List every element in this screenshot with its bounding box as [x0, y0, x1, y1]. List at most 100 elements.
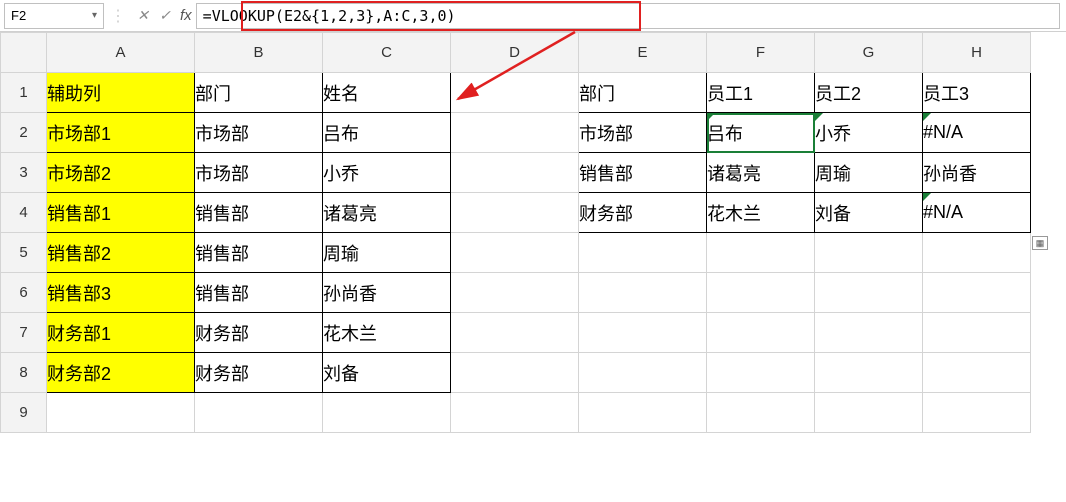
- row-header-8[interactable]: 8: [1, 353, 47, 393]
- cell-D7[interactable]: [451, 313, 579, 353]
- cell-H5[interactable]: [923, 233, 1031, 273]
- cell-E3[interactable]: 销售部: [579, 153, 707, 193]
- cell-H3[interactable]: 孙尚香: [923, 153, 1031, 193]
- cell-C2[interactable]: 吕布: [323, 113, 451, 153]
- formula-input[interactable]: =VLOOKUP(E2&{1,2,3},A:C,3,0): [196, 3, 1060, 29]
- row-header-1[interactable]: 1: [1, 73, 47, 113]
- cell-G8[interactable]: [815, 353, 923, 393]
- row-header-4[interactable]: 4: [1, 193, 47, 233]
- column-header-E[interactable]: E: [579, 33, 707, 73]
- cell-B4[interactable]: 销售部: [195, 193, 323, 233]
- formula-text: =VLOOKUP(E2&{1,2,3},A:C,3,0): [203, 7, 456, 25]
- cell-H4[interactable]: #N/A▦: [923, 193, 1031, 233]
- cell-H7[interactable]: [923, 313, 1031, 353]
- column-header-D[interactable]: D: [451, 33, 579, 73]
- cell-H6[interactable]: [923, 273, 1031, 313]
- cell-E2[interactable]: 市场部: [579, 113, 707, 153]
- cell-G4[interactable]: 刘备: [815, 193, 923, 233]
- cell-B9[interactable]: [195, 393, 323, 433]
- cell-B2[interactable]: 市场部: [195, 113, 323, 153]
- cell-F8[interactable]: [707, 353, 815, 393]
- cell-G3[interactable]: 周瑜: [815, 153, 923, 193]
- cell-F3[interactable]: 诸葛亮: [707, 153, 815, 193]
- cell-E6[interactable]: [579, 273, 707, 313]
- cell-G6[interactable]: [815, 273, 923, 313]
- cell-F6[interactable]: [707, 273, 815, 313]
- cell-A8[interactable]: 财务部2: [47, 353, 195, 393]
- row-header-7[interactable]: 7: [1, 313, 47, 353]
- confirm-formula-icon[interactable]: ✓: [154, 4, 176, 28]
- cell-C3[interactable]: 小乔: [323, 153, 451, 193]
- cell-F2[interactable]: 吕布: [707, 113, 815, 153]
- row-header-5[interactable]: 5: [1, 233, 47, 273]
- cell-B6[interactable]: 销售部: [195, 273, 323, 313]
- formula-bar: F2 ▾ ⋮ ✕ ✓ fx =VLOOKUP(E2&{1,2,3},A:C,3,…: [0, 0, 1066, 32]
- cell-E1[interactable]: 部门: [579, 73, 707, 113]
- cell-C9[interactable]: [323, 393, 451, 433]
- cell-G7[interactable]: [815, 313, 923, 353]
- cell-D3[interactable]: [451, 153, 579, 193]
- name-box[interactable]: F2 ▾: [4, 3, 104, 29]
- cell-H2[interactable]: #N/A: [923, 113, 1031, 153]
- cell-A3[interactable]: 市场部2: [47, 153, 195, 193]
- row-header-3[interactable]: 3: [1, 153, 47, 193]
- cell-D2[interactable]: [451, 113, 579, 153]
- cell-A6[interactable]: 销售部3: [47, 273, 195, 313]
- cell-B5[interactable]: 销售部: [195, 233, 323, 273]
- cell-D9[interactable]: [451, 393, 579, 433]
- cell-A7[interactable]: 财务部1: [47, 313, 195, 353]
- cell-F5[interactable]: [707, 233, 815, 273]
- cell-F9[interactable]: [707, 393, 815, 433]
- cell-B1[interactable]: 部门: [195, 73, 323, 113]
- cancel-formula-icon[interactable]: ✕: [132, 4, 154, 28]
- cell-F4[interactable]: 花木兰: [707, 193, 815, 233]
- cell-B8[interactable]: 财务部: [195, 353, 323, 393]
- cell-D6[interactable]: [451, 273, 579, 313]
- cell-G2[interactable]: 小乔: [815, 113, 923, 153]
- row-header-9[interactable]: 9: [1, 393, 47, 433]
- select-all-corner[interactable]: [1, 33, 47, 73]
- column-header-G[interactable]: G: [815, 33, 923, 73]
- cell-E5[interactable]: [579, 233, 707, 273]
- cell-C1[interactable]: 姓名: [323, 73, 451, 113]
- column-header-A[interactable]: A: [47, 33, 195, 73]
- cell-C4[interactable]: 诸葛亮: [323, 193, 451, 233]
- column-header-F[interactable]: F: [707, 33, 815, 73]
- cell-A2[interactable]: 市场部1: [47, 113, 195, 153]
- cell-A4[interactable]: 销售部1: [47, 193, 195, 233]
- cell-D8[interactable]: [451, 353, 579, 393]
- cell-E9[interactable]: [579, 393, 707, 433]
- autofill-options-icon[interactable]: ▦: [1032, 236, 1048, 250]
- cell-E8[interactable]: [579, 353, 707, 393]
- cell-C6[interactable]: 孙尚香: [323, 273, 451, 313]
- cell-C7[interactable]: 花木兰: [323, 313, 451, 353]
- cell-C5[interactable]: 周瑜: [323, 233, 451, 273]
- cell-E4[interactable]: 财务部: [579, 193, 707, 233]
- cell-G5[interactable]: [815, 233, 923, 273]
- cell-A9[interactable]: [47, 393, 195, 433]
- cell-G1[interactable]: 员工2: [815, 73, 923, 113]
- spreadsheet-grid: ABCDEFGH1辅助列部门姓名部门员工1员工2员工32市场部1市场部吕布市场部…: [0, 32, 1066, 433]
- cell-B3[interactable]: 市场部: [195, 153, 323, 193]
- cell-D5[interactable]: [451, 233, 579, 273]
- cell-H8[interactable]: [923, 353, 1031, 393]
- cell-A5[interactable]: 销售部2: [47, 233, 195, 273]
- cell-A1[interactable]: 辅助列: [47, 73, 195, 113]
- cell-F1[interactable]: 员工1: [707, 73, 815, 113]
- cell-D1[interactable]: [451, 73, 579, 113]
- column-header-H[interactable]: H: [923, 33, 1031, 73]
- cell-F7[interactable]: [707, 313, 815, 353]
- cell-G9[interactable]: [815, 393, 923, 433]
- column-header-B[interactable]: B: [195, 33, 323, 73]
- fx-icon[interactable]: fx: [180, 7, 192, 24]
- cell-D4[interactable]: [451, 193, 579, 233]
- column-header-C[interactable]: C: [323, 33, 451, 73]
- cell-E7[interactable]: [579, 313, 707, 353]
- cell-C8[interactable]: 刘备: [323, 353, 451, 393]
- cell-H1[interactable]: 员工3: [923, 73, 1031, 113]
- chevron-down-icon[interactable]: ▾: [92, 10, 97, 21]
- row-header-2[interactable]: 2: [1, 113, 47, 153]
- cell-B7[interactable]: 财务部: [195, 313, 323, 353]
- cell-H9[interactable]: [923, 393, 1031, 433]
- row-header-6[interactable]: 6: [1, 273, 47, 313]
